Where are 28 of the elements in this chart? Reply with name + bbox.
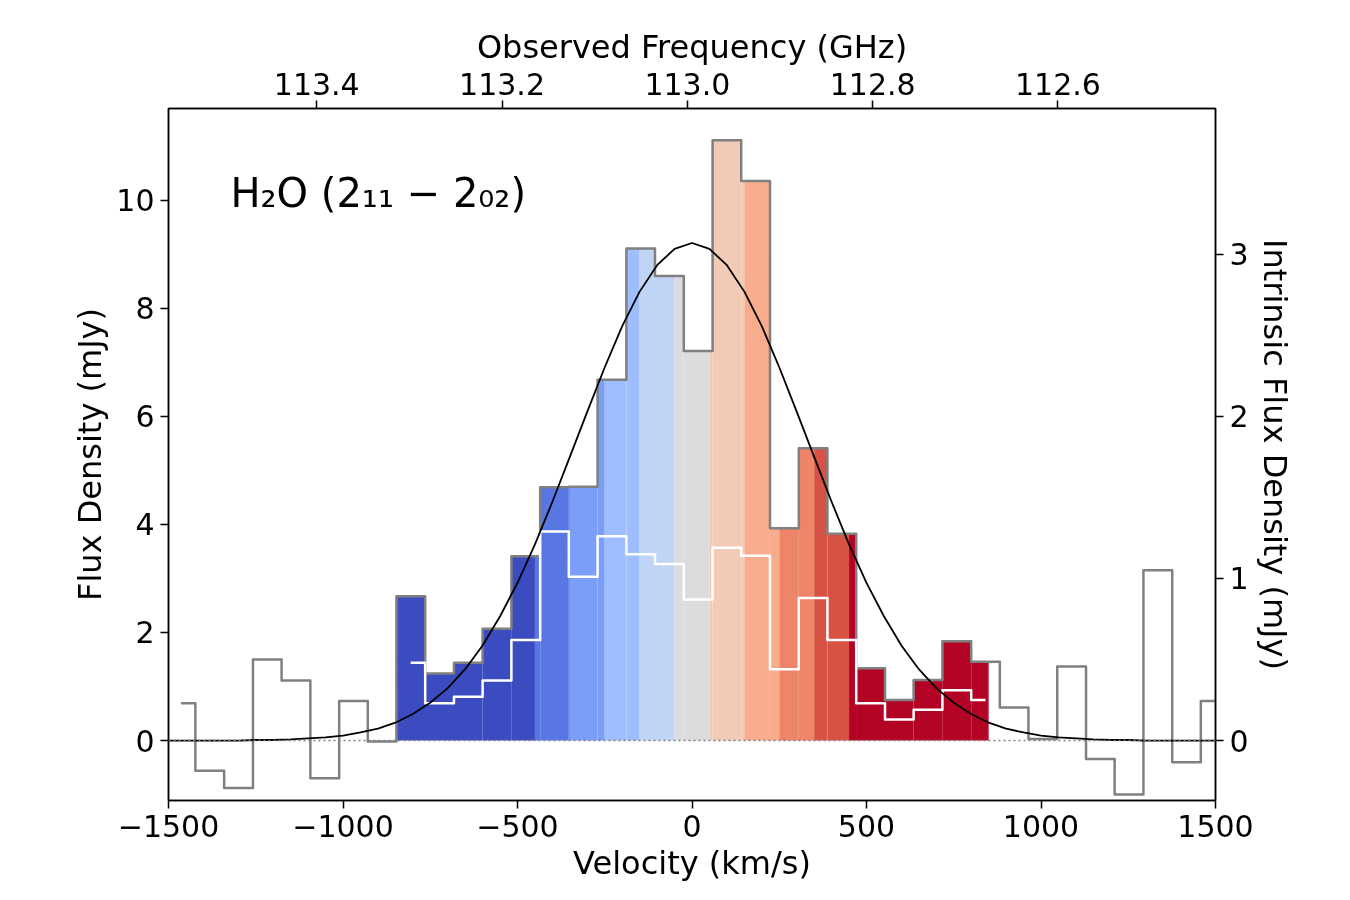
y-tick-label: 8 bbox=[135, 291, 155, 327]
x2-tick-label: 113.2 bbox=[459, 66, 546, 102]
x-axis-title: Velocity (km/s) bbox=[573, 843, 811, 882]
y2-tick-label: 3 bbox=[1229, 237, 1249, 273]
y-tick-label: 0 bbox=[135, 723, 155, 759]
y-tick-label: 6 bbox=[135, 399, 155, 435]
line-series bbox=[168, 242, 1216, 742]
x-tick-label: 1500 bbox=[1177, 808, 1254, 844]
x-tick-label: −1500 bbox=[117, 808, 220, 844]
x2-tick-label: 113.0 bbox=[644, 66, 731, 102]
x2-tick-label: 112.8 bbox=[829, 66, 916, 102]
x-tick-label: −500 bbox=[476, 808, 559, 844]
y-tick-label: 10 bbox=[116, 183, 155, 219]
y-axis-title: Flux Density (mJy) bbox=[71, 307, 110, 602]
y2-tick-label: 1 bbox=[1229, 561, 1249, 597]
y2-tick-label: 0 bbox=[1229, 723, 1249, 759]
x-tick-label: 500 bbox=[837, 808, 896, 844]
x2-tick-label: 113.4 bbox=[273, 66, 360, 102]
x-tick-label: 0 bbox=[682, 808, 702, 844]
annotation: H₂O (2₁₁ − 2₀₂) bbox=[230, 169, 527, 216]
y-tick-label: 4 bbox=[135, 507, 155, 543]
x2-axis-title: Observed Frequency (GHz) bbox=[476, 27, 908, 66]
y-tick-label: 2 bbox=[135, 615, 155, 651]
x-tick-label: −1000 bbox=[292, 808, 394, 844]
y2-axis-title: Intrinsic Flux Density (mJy) bbox=[1255, 239, 1294, 670]
x-tick-label: 1000 bbox=[1002, 808, 1080, 844]
x2-tick-label: 112.6 bbox=[1015, 66, 1101, 102]
y2-tick-label: 2 bbox=[1229, 399, 1249, 435]
